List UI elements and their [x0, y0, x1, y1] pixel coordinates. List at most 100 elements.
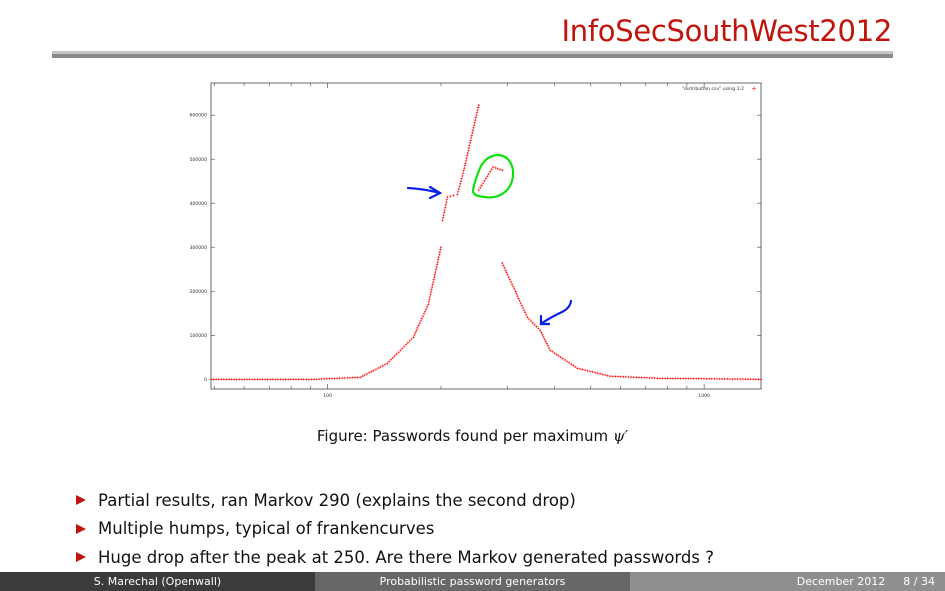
data-point: [276, 378, 280, 381]
data-point: [687, 377, 690, 380]
data-point: [430, 285, 434, 289]
data-point: [245, 378, 249, 381]
data-point: [374, 368, 378, 371]
data-point: [433, 273, 437, 276]
data-point: [402, 345, 406, 348]
data-point: [434, 268, 438, 271]
data-point: [287, 378, 290, 381]
data-point: [542, 335, 545, 339]
data-point: [417, 324, 420, 327]
data-point: [481, 181, 485, 185]
caption-text: Figure: Passwords found per maximum: [316, 427, 613, 445]
data-point: [325, 377, 329, 380]
data-point: [517, 297, 520, 300]
data-point: [387, 360, 391, 363]
data-point: [658, 377, 662, 380]
data-point: [754, 378, 758, 381]
data-point: [521, 306, 525, 310]
data-point: [707, 377, 711, 380]
data-point: [572, 364, 575, 367]
data-point: [330, 377, 334, 380]
data-point: [468, 144, 471, 147]
data-point: [445, 198, 449, 201]
data-point: [555, 353, 558, 356]
data-point: [596, 371, 599, 375]
data-point: [266, 378, 269, 381]
data-point: [424, 307, 428, 311]
data-point: [506, 273, 509, 277]
data-point: [533, 323, 536, 326]
data-point: [726, 377, 729, 381]
data-point: [328, 377, 331, 380]
data-point: [463, 167, 466, 170]
data-point: [632, 376, 635, 379]
data-point: [439, 248, 442, 251]
data-point: [389, 358, 393, 361]
data-point: [470, 136, 473, 140]
data-point: [529, 319, 533, 323]
data-point: [222, 378, 226, 381]
data-point: [381, 364, 384, 367]
data-point: [363, 373, 366, 377]
data-point: [338, 377, 341, 380]
bullet-item: Partial results, ran Markov 290 (explain…: [76, 486, 714, 515]
data-point: [505, 271, 508, 274]
data-point: [438, 253, 441, 256]
data-point: [444, 203, 447, 207]
data-point: [439, 246, 443, 249]
data-point: [413, 333, 416, 337]
data-point: [523, 311, 527, 314]
data-point: [487, 172, 490, 176]
data-point: [445, 201, 448, 204]
data-point: [697, 377, 700, 380]
data-point: [428, 295, 432, 299]
data-point: [361, 374, 364, 378]
data-point: [619, 375, 622, 378]
data-point: [692, 377, 695, 380]
caption-symbol: ψ′: [612, 427, 629, 445]
data-point: [238, 378, 241, 381]
data-point: [548, 349, 552, 352]
data-point: [551, 350, 554, 353]
data-point: [733, 377, 737, 381]
data-point: [404, 343, 408, 346]
data-point: [425, 305, 429, 309]
y-tick-label: 200000: [189, 289, 207, 295]
bullet-triangle-icon: [76, 495, 86, 506]
data-point: [490, 168, 493, 171]
data-point: [243, 378, 246, 381]
series-points: [209, 103, 763, 381]
data-point: [475, 113, 478, 117]
data-point: [474, 116, 478, 119]
data-point: [570, 362, 573, 366]
data-point: [428, 298, 431, 301]
data-point: [438, 251, 442, 254]
data-point: [430, 288, 433, 291]
data-point: [391, 356, 395, 360]
data-point: [503, 266, 506, 269]
data-point: [527, 317, 531, 321]
bullet-list: Partial results, ran Markov 290 (explain…: [76, 486, 714, 572]
annotation-arrow-icon: [406, 185, 443, 200]
data-point: [507, 276, 510, 279]
data-point: [474, 118, 477, 122]
data-point: [676, 377, 680, 380]
data-point: [475, 111, 479, 114]
y-tick-label: 400000: [189, 201, 207, 207]
data-point: [406, 341, 410, 345]
data-point: [588, 370, 592, 373]
data-point: [462, 169, 465, 172]
data-point: [209, 378, 213, 381]
data-point: [606, 374, 609, 377]
data-point: [307, 378, 311, 381]
data-point: [511, 285, 515, 288]
data-point: [356, 376, 359, 379]
data-point: [281, 378, 285, 381]
data-point: [310, 378, 313, 381]
data-point: [501, 168, 504, 172]
data-point: [731, 377, 734, 381]
footer-author: S. Marechal (Openwall): [0, 572, 315, 591]
header-rule-dark: [52, 54, 893, 58]
data-point: [478, 186, 482, 189]
data-point: [567, 361, 571, 364]
